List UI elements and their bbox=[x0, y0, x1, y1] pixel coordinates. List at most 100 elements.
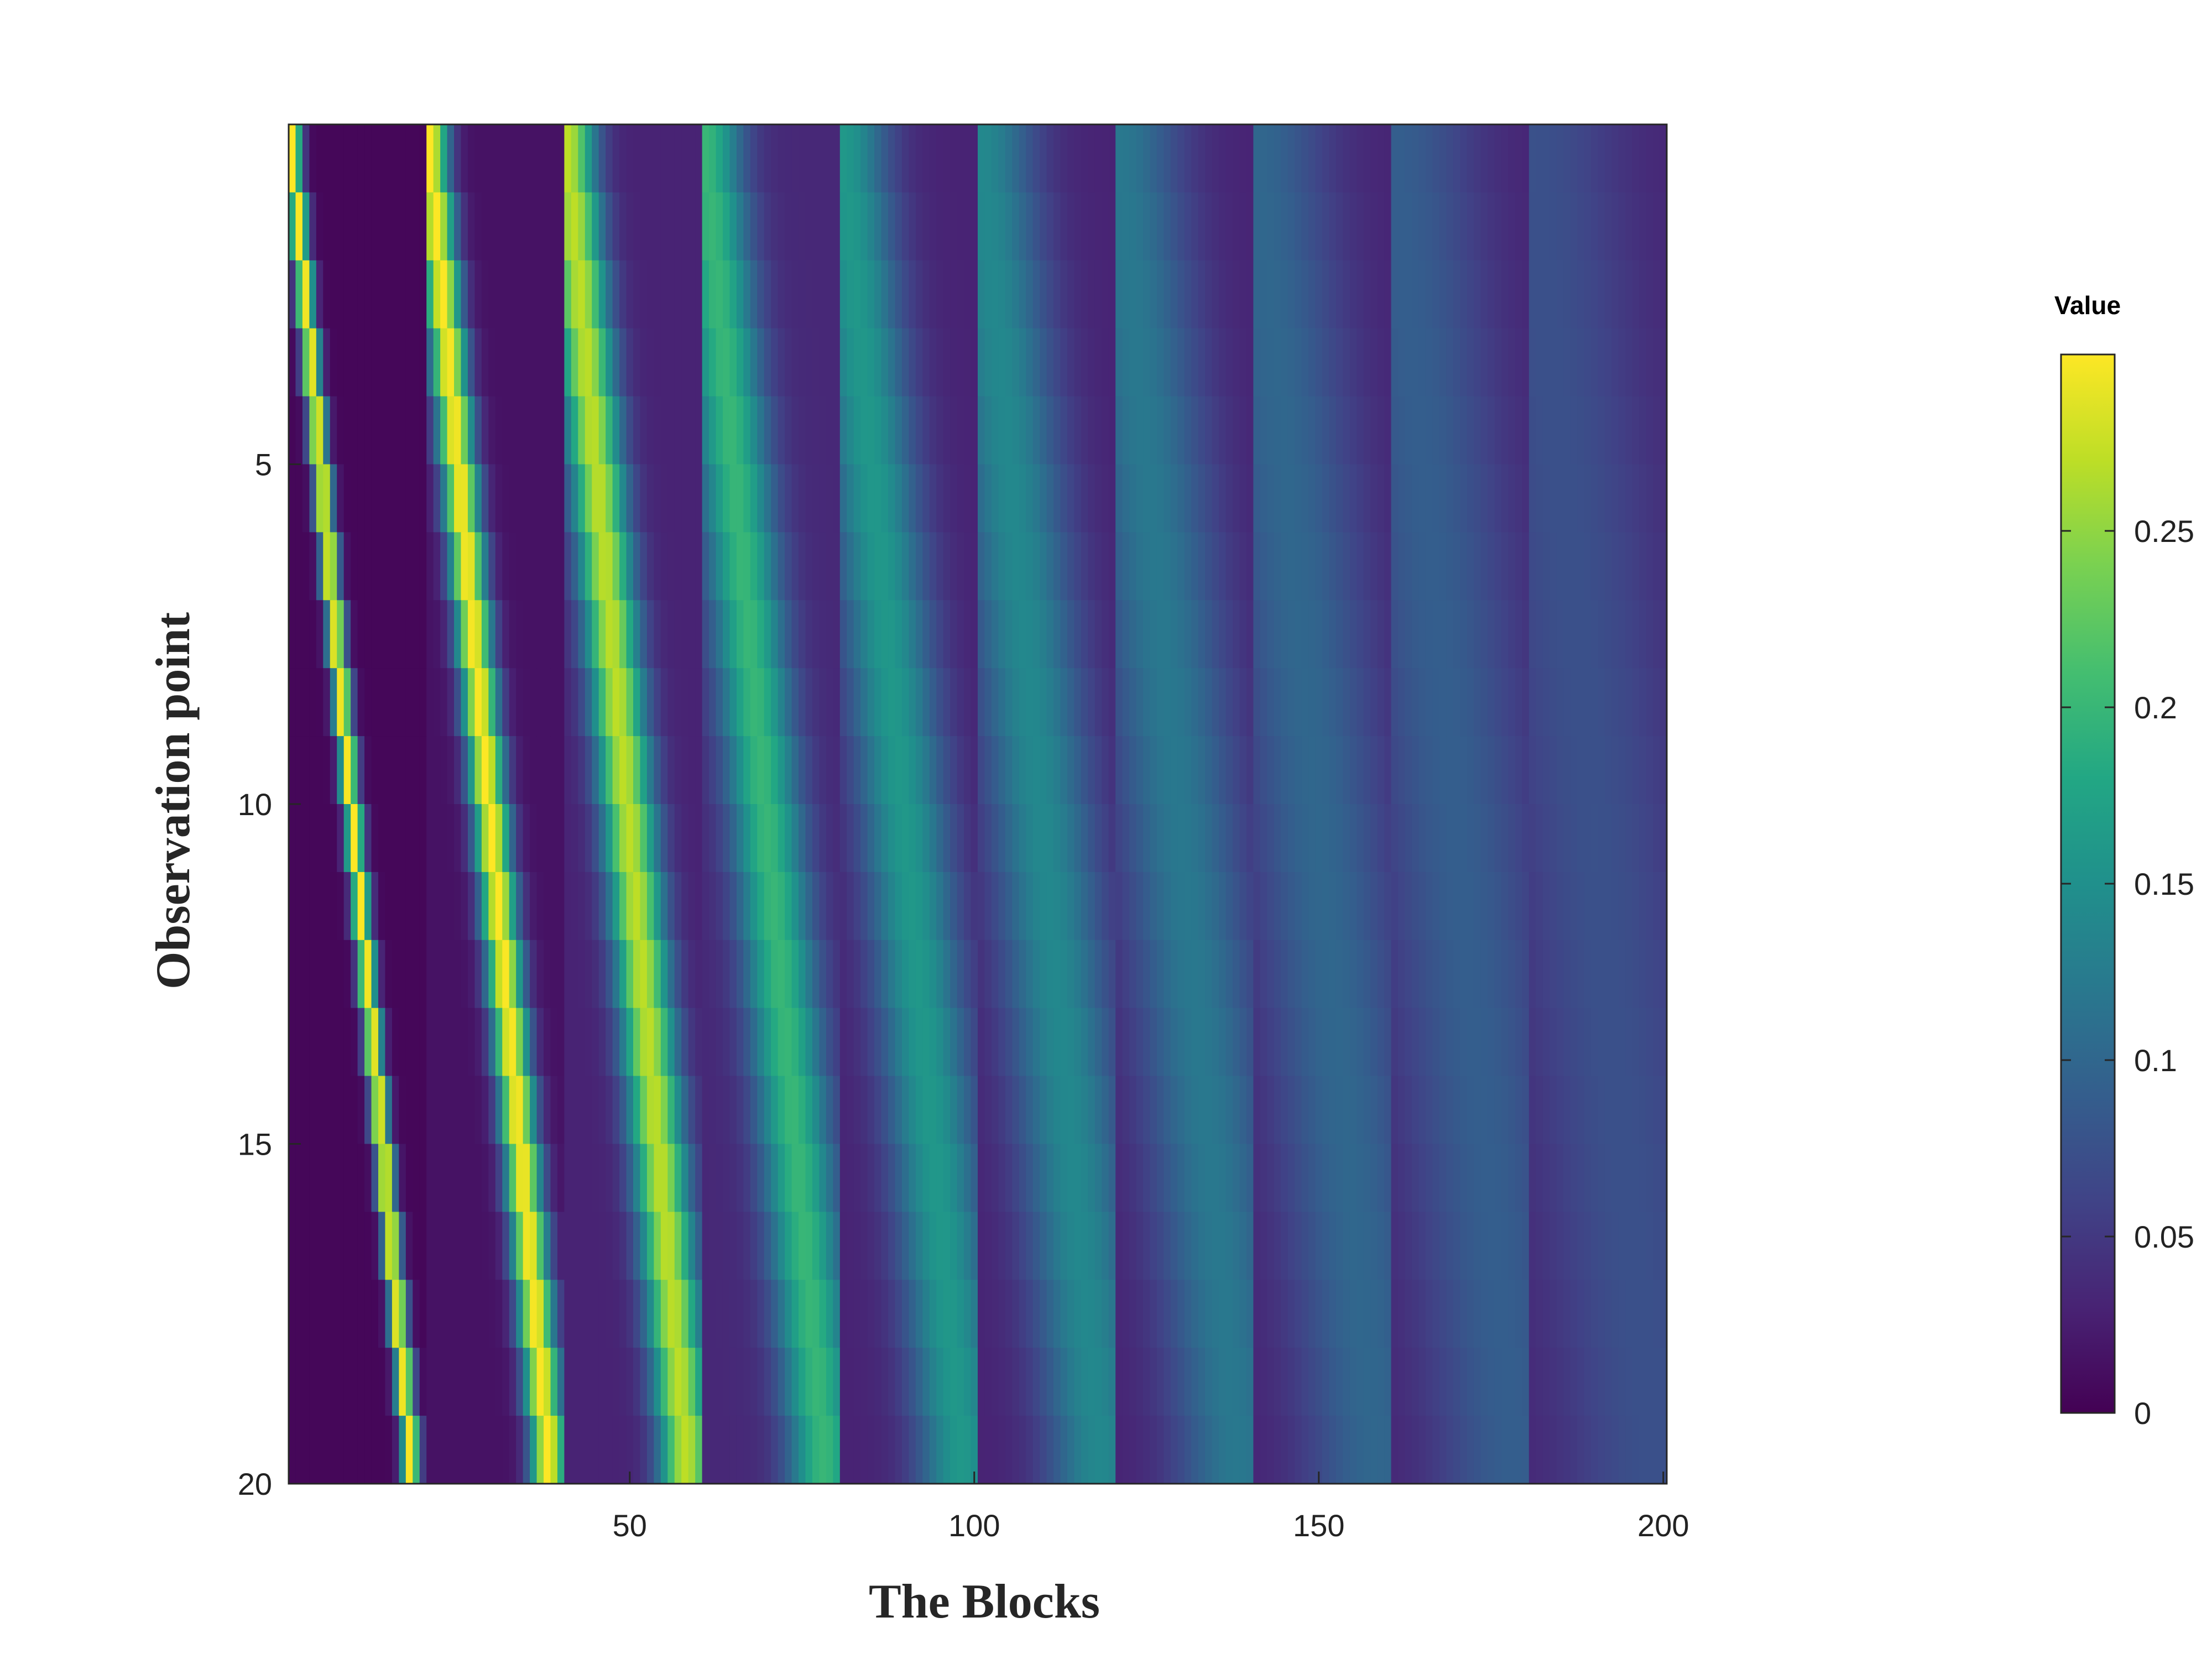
heatmap-cell bbox=[853, 872, 861, 941]
heatmap-cell bbox=[1233, 736, 1240, 805]
heatmap-cell bbox=[1198, 1416, 1206, 1484]
heatmap-cell bbox=[1653, 396, 1661, 465]
heatmap-cell bbox=[660, 1008, 668, 1077]
heatmap-cell bbox=[1315, 736, 1323, 805]
heatmap-cell bbox=[1094, 464, 1102, 533]
heatmap-cell bbox=[330, 1144, 337, 1212]
heatmap-cell bbox=[1625, 1008, 1633, 1077]
heatmap-cell bbox=[1040, 464, 1047, 533]
heatmap-cell bbox=[1239, 1008, 1247, 1077]
heatmap-cell bbox=[991, 124, 999, 193]
heatmap-cell bbox=[1488, 192, 1495, 261]
heatmap-cell bbox=[467, 872, 476, 941]
heatmap-cell bbox=[1453, 872, 1460, 941]
heatmap-cell bbox=[1225, 668, 1233, 737]
heatmap-cell bbox=[1150, 1280, 1157, 1348]
heatmap-cell bbox=[881, 1008, 889, 1077]
heatmap-cell bbox=[909, 940, 916, 1009]
heatmap-cell bbox=[1032, 872, 1040, 941]
heatmap-cell bbox=[364, 396, 372, 465]
heatmap-cell bbox=[1550, 736, 1557, 805]
heatmap-cell bbox=[606, 736, 613, 805]
heatmap-cell bbox=[474, 1144, 482, 1212]
heatmap-cell bbox=[1494, 600, 1502, 669]
heatmap-cell bbox=[343, 1008, 351, 1077]
heatmap-cell bbox=[1115, 328, 1123, 397]
heatmap-cell bbox=[550, 396, 558, 465]
heatmap-cell bbox=[757, 736, 765, 805]
heatmap-cell bbox=[405, 532, 413, 601]
heatmap-cell bbox=[1322, 940, 1330, 1009]
heatmap-cell bbox=[385, 1212, 393, 1280]
heatmap-cell bbox=[1005, 736, 1013, 805]
heatmap-cell bbox=[695, 192, 703, 261]
heatmap-cell bbox=[1335, 1212, 1343, 1280]
heatmap-cell bbox=[702, 668, 709, 737]
heatmap-cell bbox=[1556, 1416, 1564, 1484]
heatmap-cell bbox=[330, 600, 337, 669]
heatmap-cell bbox=[1343, 1416, 1350, 1484]
heatmap-cell bbox=[523, 260, 530, 329]
heatmap-cell bbox=[1088, 1416, 1095, 1484]
heatmap-cell bbox=[991, 1416, 999, 1484]
heatmap-cell bbox=[702, 124, 709, 193]
heatmap-cell bbox=[805, 600, 813, 669]
heatmap-cell bbox=[1246, 260, 1254, 329]
heatmap-cell bbox=[1425, 668, 1433, 737]
heatmap-cell bbox=[1515, 124, 1522, 193]
heatmap-cell bbox=[722, 328, 731, 397]
heatmap-cell bbox=[1398, 396, 1406, 465]
heatmap-cell bbox=[1377, 396, 1385, 465]
heatmap-cell bbox=[1646, 940, 1653, 1009]
heatmap-cell bbox=[1301, 872, 1309, 941]
heatmap-cell bbox=[799, 872, 806, 941]
heatmap-cell bbox=[895, 124, 902, 193]
heatmap-cell bbox=[1322, 1280, 1330, 1348]
heatmap-cell bbox=[1274, 192, 1281, 261]
heatmap-cell bbox=[1046, 124, 1054, 193]
heatmap-cell bbox=[357, 600, 365, 669]
heatmap-cell bbox=[1618, 1416, 1626, 1484]
heatmap-cell bbox=[571, 1076, 578, 1145]
heatmap-cell bbox=[550, 1280, 558, 1348]
heatmap-cell bbox=[1494, 1212, 1502, 1280]
heatmap-cell bbox=[633, 1212, 641, 1280]
heatmap-cell bbox=[1439, 940, 1447, 1009]
heatmap-cell bbox=[1446, 940, 1454, 1009]
heatmap-cell bbox=[1205, 1212, 1213, 1280]
heatmap-cell bbox=[1660, 872, 1667, 941]
heatmap-cell bbox=[481, 1212, 489, 1280]
heatmap-cell bbox=[295, 1416, 303, 1484]
heatmap-cell bbox=[413, 872, 420, 941]
heatmap-cell bbox=[1646, 668, 1653, 737]
heatmap-cell bbox=[295, 396, 303, 465]
heatmap-cell bbox=[488, 1144, 496, 1212]
heatmap-cell bbox=[1032, 1348, 1040, 1416]
heatmap-cell bbox=[419, 124, 427, 193]
heatmap-cell bbox=[295, 464, 303, 533]
heatmap-cell bbox=[1577, 396, 1585, 465]
heatmap-cell bbox=[1625, 532, 1633, 601]
heatmap-cell bbox=[544, 192, 551, 261]
heatmap-cell bbox=[371, 1144, 379, 1212]
heatmap-cell bbox=[550, 736, 558, 805]
heatmap-cell bbox=[516, 124, 524, 193]
heatmap-cell bbox=[1067, 668, 1075, 737]
heatmap-cell bbox=[612, 396, 620, 465]
heatmap-cell bbox=[1446, 600, 1454, 669]
heatmap-cell bbox=[1611, 532, 1619, 601]
heatmap-cell bbox=[509, 328, 517, 397]
heatmap-cell bbox=[1212, 1144, 1219, 1212]
heatmap-cell bbox=[378, 124, 386, 193]
heatmap-cell bbox=[1522, 192, 1530, 261]
heatmap-cell bbox=[454, 872, 462, 941]
heatmap-cell bbox=[853, 464, 861, 533]
heatmap-cell bbox=[509, 804, 517, 873]
heatmap-cell bbox=[461, 1144, 468, 1212]
heatmap-cell bbox=[1102, 532, 1109, 601]
heatmap-cell bbox=[343, 260, 351, 329]
heatmap-cell bbox=[585, 668, 592, 737]
heatmap-cell bbox=[1660, 1008, 1667, 1077]
heatmap-cell bbox=[371, 736, 379, 805]
heatmap-cell bbox=[578, 396, 586, 465]
